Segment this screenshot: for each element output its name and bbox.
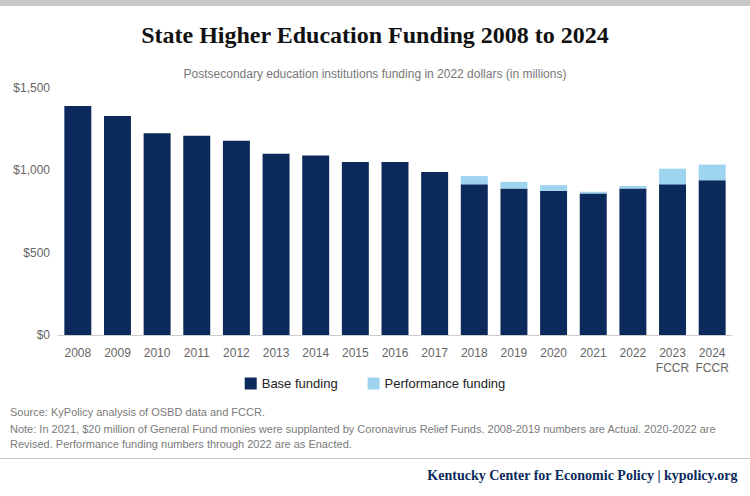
svg-text:2019: 2019 <box>501 346 528 360</box>
svg-text:2009: 2009 <box>104 346 131 360</box>
svg-text:2012: 2012 <box>223 346 250 360</box>
svg-text:$1,500: $1,500 <box>13 81 50 95</box>
svg-text:FCCR: FCCR <box>656 361 690 375</box>
svg-text:$0: $0 <box>37 328 51 342</box>
svg-text:2016: 2016 <box>382 346 409 360</box>
svg-text:2017: 2017 <box>421 346 448 360</box>
svg-text:Postsecondary education instit: Postsecondary education institutions fun… <box>184 67 567 81</box>
svg-text:Kentucky Center for Economic P: Kentucky Center for Economic Policy | ky… <box>427 468 737 483</box>
svg-text:Note: In 2021, $20 million of: Note: In 2021, $20 million of General Fu… <box>10 423 719 435</box>
svg-text:2008: 2008 <box>64 346 91 360</box>
svg-text:2018: 2018 <box>461 346 488 360</box>
svg-text:Base funding: Base funding <box>262 376 338 391</box>
svg-text:2010: 2010 <box>144 346 171 360</box>
svg-text:2013: 2013 <box>263 346 290 360</box>
svg-text:2015: 2015 <box>342 346 369 360</box>
svg-text:2020: 2020 <box>540 346 567 360</box>
svg-text:Revised. Performance funding n: Revised. Performance funding numbers thr… <box>10 438 352 450</box>
svg-text:2024: 2024 <box>699 346 726 360</box>
svg-text:2011: 2011 <box>184 346 210 360</box>
svg-text:2023: 2023 <box>659 346 686 360</box>
svg-text:Source: KyPolicy analysis of O: Source: KyPolicy analysis of OSBD data a… <box>10 406 265 418</box>
svg-text:2022: 2022 <box>620 346 647 360</box>
svg-text:2021: 2021 <box>580 346 607 360</box>
svg-text:$1,000: $1,000 <box>13 163 50 177</box>
svg-text:$500: $500 <box>23 246 50 260</box>
svg-text:Performance funding: Performance funding <box>385 376 506 391</box>
svg-text:2014: 2014 <box>302 346 329 360</box>
svg-text:FCCR: FCCR <box>696 361 730 375</box>
svg-text:State Higher Education Funding: State Higher Education Funding 2008 to 2… <box>141 22 609 48</box>
